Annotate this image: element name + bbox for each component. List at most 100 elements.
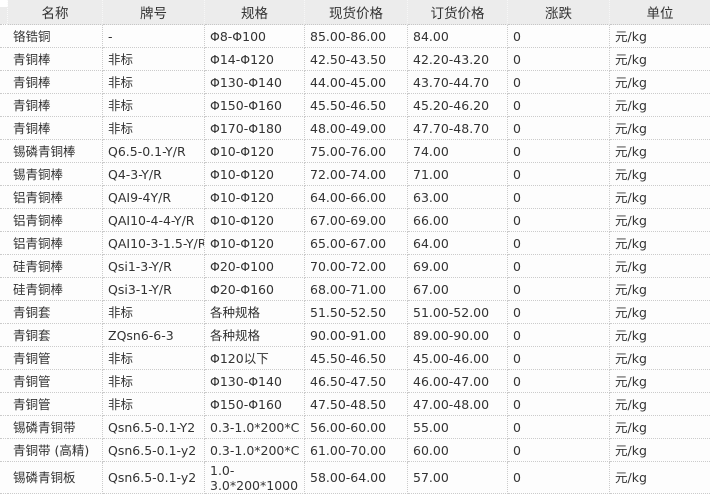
cell-spec: Φ14-Φ120	[205, 48, 305, 71]
table-row: 硅青铜棒 Qsi1-3-Y/R Φ20-Φ100 70.00-72.00 69.…	[0, 255, 710, 278]
cell-spot-price: 85.00-86.00	[305, 25, 408, 48]
cell-name: 锡青铜棒	[8, 163, 103, 186]
cell-name: 青铜套	[8, 301, 103, 324]
cell-order-price: 67.00	[408, 278, 508, 301]
cell-unit: 元/kg	[610, 324, 710, 347]
cell-name: 青铜棒	[8, 48, 103, 71]
cell-name: 锡磷青铜板	[8, 462, 103, 494]
cell-grade: 非标	[103, 117, 205, 140]
cell-name: 青铜套	[8, 324, 103, 347]
table-row: 青铜带 (高精) Qsn6.5-0.1-y2 0.3-1.0*200*C 61.…	[0, 439, 710, 462]
price-table-body: 铬锆铜 - Φ8-Φ100 85.00-86.00 84.00 0 元/kg 青…	[0, 25, 710, 494]
cell-unit: 元/kg	[610, 209, 710, 232]
cell-unit: 元/kg	[610, 255, 710, 278]
cell-spec: Φ130-Φ140	[205, 370, 305, 393]
cell-spec: Φ120以下	[205, 347, 305, 370]
cell-change: 0	[508, 232, 610, 255]
cell-change: 0	[508, 25, 610, 48]
cell-unit: 元/kg	[610, 186, 710, 209]
cell-spec: Φ170-Φ180	[205, 117, 305, 140]
table-row: 青铜管 非标 Φ130-Φ140 46.50-47.50 46.00-47.00…	[0, 370, 710, 393]
cell-order-price: 71.00	[408, 163, 508, 186]
cell-spec: Φ10-Φ120	[205, 140, 305, 163]
cell-unit: 元/kg	[610, 94, 710, 117]
cell-order-price: 64.00	[408, 232, 508, 255]
cell-order-price: 47.00-48.00	[408, 393, 508, 416]
cell-order-price: 63.00	[408, 186, 508, 209]
cell-change: 0	[508, 94, 610, 117]
row-spacer	[0, 462, 8, 494]
cell-spec: 0.3-1.0*200*C	[205, 439, 305, 462]
cell-name: 铝青铜棒	[8, 209, 103, 232]
cell-change: 0	[508, 278, 610, 301]
cell-spec: 各种规格	[205, 301, 305, 324]
table-row: 青铜套 ZQsn6-6-3 各种规格 90.00-91.00 89.00-90.…	[0, 324, 710, 347]
row-spacer	[0, 324, 8, 347]
cell-spec: Φ10-Φ120	[205, 209, 305, 232]
cell-spot-price: 67.00-69.00	[305, 209, 408, 232]
table-row: 锡磷青铜带 Qsn6.5-0.1-Y2 0.3-1.0*200*C 56.00-…	[0, 416, 710, 439]
cell-spot-price: 47.50-48.50	[305, 393, 408, 416]
cell-change: 0	[508, 117, 610, 140]
cell-name: 铝青铜棒	[8, 186, 103, 209]
cell-change: 0	[508, 416, 610, 439]
cell-spot-price: 56.00-60.00	[305, 416, 408, 439]
table-row: 锡磷青铜棒 Q6.5-0.1-Y/R Φ10-Φ120 75.00-76.00 …	[0, 140, 710, 163]
header-row: 名称 牌号 规格 现货价格 订货价格 涨跌 单位	[0, 0, 710, 25]
cell-spot-price: 48.00-49.00	[305, 117, 408, 140]
cell-unit: 元/kg	[610, 393, 710, 416]
cell-name: 硅青铜棒	[8, 278, 103, 301]
row-spacer	[0, 232, 8, 255]
cell-change: 0	[508, 370, 610, 393]
cell-spec: Φ8-Φ100	[205, 25, 305, 48]
cell-spot-price: 72.00-74.00	[305, 163, 408, 186]
column-header-change: 涨跌	[508, 0, 610, 25]
table-row: 青铜管 非标 Φ150-Φ160 47.50-48.50 47.00-48.00…	[0, 393, 710, 416]
cell-grade: 非标	[103, 48, 205, 71]
cell-name: 青铜棒	[8, 94, 103, 117]
cell-grade: -	[103, 25, 205, 48]
cell-change: 0	[508, 48, 610, 71]
cell-grade: Q6.5-0.1-Y/R	[103, 140, 205, 163]
cell-unit: 元/kg	[610, 462, 710, 494]
row-spacer	[0, 94, 8, 117]
cell-order-price: 74.00	[408, 140, 508, 163]
cell-grade: Q4-3-Y/R	[103, 163, 205, 186]
table-row: 铬锆铜 - Φ8-Φ100 85.00-86.00 84.00 0 元/kg	[0, 25, 710, 48]
row-spacer	[0, 209, 8, 232]
table-row: 青铜棒 非标 Φ170-Φ180 48.00-49.00 47.70-48.70…	[0, 117, 710, 140]
cell-unit: 元/kg	[610, 416, 710, 439]
cell-grade: Qsn6.5-0.1-Y2	[103, 416, 205, 439]
cell-spot-price: 42.50-43.50	[305, 48, 408, 71]
cell-unit: 元/kg	[610, 370, 710, 393]
cell-change: 0	[508, 347, 610, 370]
cell-spot-price: 45.50-46.50	[305, 94, 408, 117]
cell-spot-price: 51.50-52.50	[305, 301, 408, 324]
table-row: 青铜套 非标 各种规格 51.50-52.50 51.00-52.00 0 元/…	[0, 301, 710, 324]
cell-order-price: 57.00	[408, 462, 508, 494]
row-spacer	[0, 439, 8, 462]
cell-grade: 非标	[103, 393, 205, 416]
cell-spot-price: 46.50-47.50	[305, 370, 408, 393]
cell-grade: ZQsn6-6-3	[103, 324, 205, 347]
cell-change: 0	[508, 71, 610, 94]
cell-change: 0	[508, 324, 610, 347]
cell-change: 0	[508, 209, 610, 232]
row-spacer	[0, 347, 8, 370]
cell-order-price: 43.70-44.70	[408, 71, 508, 94]
cell-grade: QAI10-3-1.5-Y/R	[103, 232, 205, 255]
cell-spec: 0.3-1.0*200*C	[205, 416, 305, 439]
cell-name: 青铜棒	[8, 117, 103, 140]
row-spacer	[0, 71, 8, 94]
cell-order-price: 42.20-43.20	[408, 48, 508, 71]
table-row: 铝青铜棒 QAI10-3-1.5-Y/R Φ10-Φ120 65.00-67.0…	[0, 232, 710, 255]
cell-unit: 元/kg	[610, 48, 710, 71]
cell-order-price: 60.00	[408, 439, 508, 462]
cell-grade: Qsi3-1-Y/R	[103, 278, 205, 301]
cell-spec: Φ150-Φ160	[205, 393, 305, 416]
cell-unit: 元/kg	[610, 71, 710, 94]
column-header-unit: 单位	[610, 0, 710, 25]
row-spacer	[0, 278, 8, 301]
table-row: 青铜管 非标 Φ120以下 45.50-46.50 45.00-46.00 0 …	[0, 347, 710, 370]
